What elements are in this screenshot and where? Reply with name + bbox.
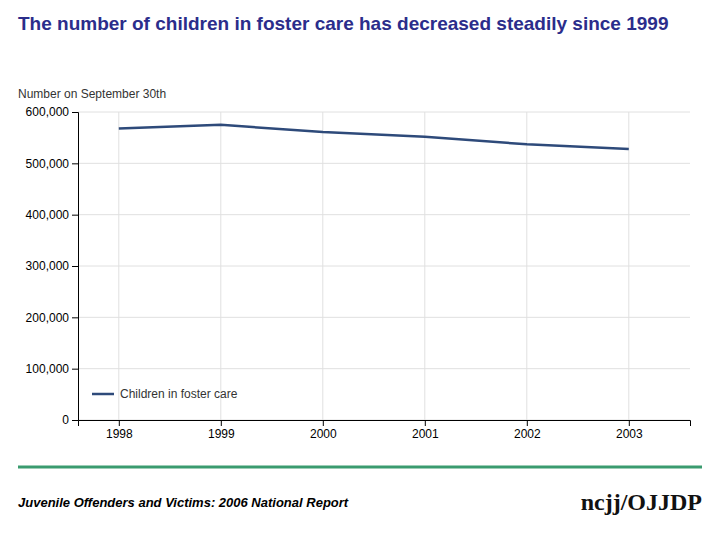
tick: 100,000 [26, 362, 78, 376]
tick: 0 [62, 413, 78, 427]
grid [78, 112, 690, 420]
tick-mark [72, 369, 78, 370]
tick: 2000 [310, 420, 337, 441]
tick: 300,000 [26, 259, 78, 273]
tick-label: 0 [62, 413, 69, 427]
line [119, 125, 629, 149]
tick: 1999 [208, 420, 235, 441]
tick-label: 1999 [208, 427, 235, 441]
title-line: The number of children in foster care ha… [18, 13, 668, 34]
tick: 500,000 [26, 157, 78, 171]
grid-line [118, 112, 119, 420]
tick-label: 400,000 [26, 208, 70, 222]
axis-line [79, 421, 691, 427]
tick: 1998 [106, 420, 133, 441]
legend-swatch [92, 393, 114, 396]
tick-mark [119, 420, 120, 426]
background [0, 0, 720, 540]
tick: 600,000 [26, 105, 78, 119]
tick-label: 2000 [310, 427, 337, 441]
tick-mark [323, 420, 324, 426]
grid-line [322, 112, 323, 420]
tick: 200,000 [26, 311, 78, 325]
tick-label: 100,000 [26, 362, 70, 376]
separator [18, 466, 702, 469]
tick-mark [72, 163, 78, 164]
y-axis: 0 100,000 200,000 300,000 400,000 500,000 600,… [26, 105, 79, 427]
grid-line [424, 112, 425, 420]
grid-line [78, 317, 690, 318]
y-axis-label: Number on September 30th [18, 87, 166, 101]
tick-label: 1998 [106, 427, 133, 441]
logo-text: ncjj/OJJDP [581, 489, 702, 515]
tick-mark [72, 215, 78, 216]
chart: The number of children in foster care ha… [0, 0, 720, 540]
title: The number of children in foster care ha… [18, 13, 668, 34]
tick-label: 300,000 [26, 259, 70, 273]
tick: 2002 [514, 420, 541, 441]
axis-line [72, 113, 79, 421]
grid-line [78, 368, 690, 369]
tick: 2003 [616, 420, 643, 441]
tick-mark [221, 420, 222, 426]
tick-label: 600,000 [26, 105, 70, 119]
legend-label: Children in foster care [120, 387, 238, 401]
tick-label: 2003 [616, 427, 643, 441]
legend-item: Children in foster care [92, 387, 238, 401]
tick-label: 2001 [412, 427, 439, 441]
tick-mark [629, 420, 630, 426]
tick-label: 2002 [514, 427, 541, 441]
tick-mark [72, 317, 78, 318]
tick: 400,000 [26, 208, 78, 222]
grid-line [526, 112, 527, 420]
tick-label: 200,000 [26, 311, 70, 325]
grid-line [628, 112, 629, 420]
footer-text: Juvenile Offenders and Victims: 2006 Nat… [18, 495, 349, 510]
grid-line [78, 112, 690, 113]
tick-mark [72, 266, 78, 267]
grid-line [78, 163, 690, 164]
grid-line [78, 266, 690, 267]
tick-mark [72, 112, 78, 113]
tick-mark [527, 420, 528, 426]
legend: Children in foster care [92, 387, 238, 401]
tick-mark [72, 420, 78, 421]
grid-line [78, 214, 690, 215]
x-axis: 1998 1999 2000 2001 2002 2003 [79, 420, 691, 441]
grid-line [220, 112, 221, 420]
plot-area [119, 125, 629, 149]
tick: 2001 [412, 420, 439, 441]
tick-mark [425, 420, 426, 426]
tick-label: 500,000 [26, 157, 70, 171]
